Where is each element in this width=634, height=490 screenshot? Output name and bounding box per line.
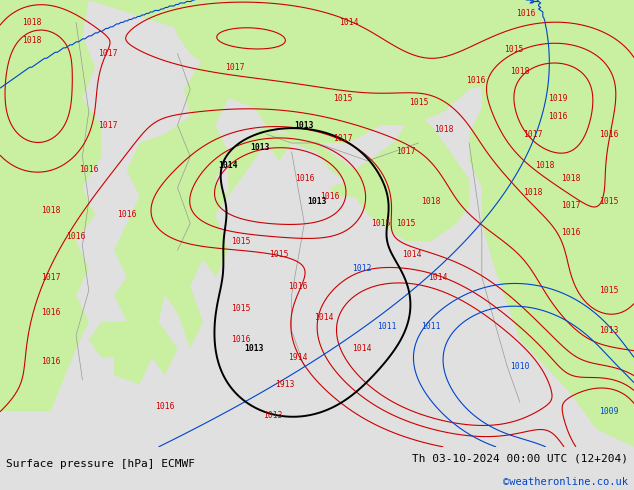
Text: 1016: 1016 [231,335,250,344]
Text: 1015: 1015 [599,196,618,206]
Text: 1011: 1011 [377,322,396,331]
Text: 1016: 1016 [79,165,98,174]
Polygon shape [469,0,634,447]
Text: 1018: 1018 [22,36,41,45]
Text: 1017: 1017 [41,272,60,282]
Text: 1017: 1017 [396,147,415,156]
Polygon shape [89,322,139,358]
Text: 1016: 1016 [295,174,314,183]
Text: 1017: 1017 [98,121,117,130]
Text: 1014: 1014 [219,161,238,170]
Text: 1015: 1015 [231,237,250,246]
Text: 1016: 1016 [466,76,485,85]
Text: 1016: 1016 [288,281,307,291]
Text: 1914: 1914 [288,353,307,362]
Text: 1016: 1016 [561,228,580,237]
Text: 1011: 1011 [422,322,441,331]
Text: 1013: 1013 [250,143,269,152]
Text: 1913: 1913 [276,380,295,389]
Text: 1016: 1016 [599,129,618,139]
Text: 1014: 1014 [339,18,358,27]
Text: 1013: 1013 [244,344,263,353]
Text: 1016: 1016 [41,358,60,367]
Text: Surface pressure [hPa] ECMWF: Surface pressure [hPa] ECMWF [6,459,195,469]
Text: 1012: 1012 [352,264,371,272]
Text: 1014: 1014 [428,272,447,282]
Text: 1015: 1015 [371,219,390,228]
Text: 1013: 1013 [295,121,314,130]
Text: 1017: 1017 [523,129,542,139]
Polygon shape [0,0,101,411]
Text: 1018: 1018 [523,188,542,196]
Text: 1016: 1016 [548,112,567,121]
Text: 1010: 1010 [510,362,529,371]
Text: 1016: 1016 [41,308,60,318]
Text: 1018: 1018 [434,125,453,134]
Text: 1015: 1015 [396,219,415,228]
Text: 1017: 1017 [225,63,244,72]
Text: 1016: 1016 [117,210,136,219]
Text: 1015: 1015 [269,250,288,259]
Text: 1016: 1016 [517,9,536,18]
Text: 1015: 1015 [599,286,618,295]
Text: 1018: 1018 [422,196,441,206]
Text: Th 03-10-2024 00:00 UTC (12+204): Th 03-10-2024 00:00 UTC (12+204) [411,454,628,464]
Polygon shape [330,179,368,196]
Polygon shape [228,116,469,241]
Text: 1017: 1017 [98,49,117,58]
Text: 1014: 1014 [403,250,422,259]
Text: 1014: 1014 [314,313,333,322]
Text: 1018: 1018 [22,18,41,27]
Text: 1018: 1018 [536,161,555,170]
Text: 1016: 1016 [155,402,174,411]
Text: 1018: 1018 [41,205,60,215]
Text: 1013: 1013 [307,196,327,206]
Text: 1018: 1018 [561,174,580,183]
Polygon shape [165,0,571,143]
Text: 1009: 1009 [599,407,618,416]
Text: 1015: 1015 [333,94,352,103]
Text: 1015: 1015 [504,45,523,54]
Polygon shape [89,0,241,384]
Text: 1013: 1013 [599,326,618,335]
Text: 1016: 1016 [67,232,86,242]
Text: 1017: 1017 [561,201,580,210]
Text: 1015: 1015 [409,98,428,107]
Text: 1015: 1015 [231,304,250,313]
Text: 1019: 1019 [548,94,567,103]
Text: 1017: 1017 [333,134,352,143]
Text: 1016: 1016 [320,192,339,201]
Text: 1013: 1013 [263,411,282,420]
Text: 1014: 1014 [352,344,371,353]
Text: ©weatheronline.co.uk: ©weatheronline.co.uk [503,477,628,487]
Text: 1018: 1018 [510,67,529,76]
